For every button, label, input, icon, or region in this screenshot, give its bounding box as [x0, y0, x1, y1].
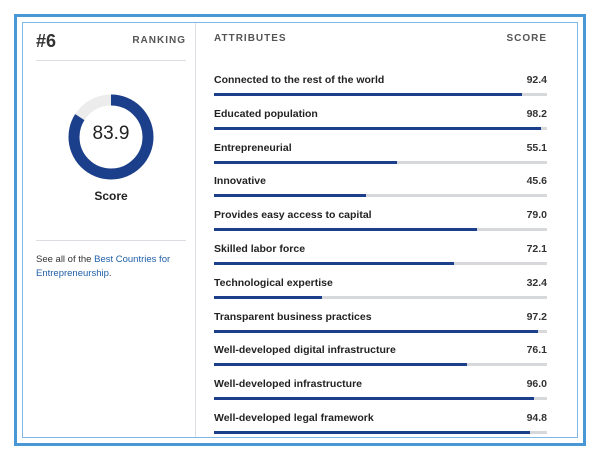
attribute-score: 55.1 — [526, 141, 547, 154]
attribute-name: Skilled labor force — [214, 243, 306, 255]
attribute-name: Innovative — [214, 175, 266, 188]
score-bar-track — [214, 329, 547, 333]
attribute-name: Connected to the rest of the world — [214, 74, 385, 86]
score-value: 83.9 — [92, 123, 130, 144]
rank-number: #6 — [36, 31, 57, 51]
attributes-panel: ATTRIBUTES SCORE Connected to the rest o… — [197, 23, 577, 437]
attribute-name: Well-developed infrastructure — [214, 378, 363, 391]
attribute-row: Well-developed infrastructure 96.0 — [214, 378, 547, 408]
score-donut-chart — [68, 94, 154, 180]
summary-panel: #6 RANKING 83.9 Score See all of the Bes… — [26, 23, 196, 437]
see-all-prefix: See all of the — [36, 254, 95, 265]
score-bar-track — [214, 228, 547, 232]
attribute-score: 97.2 — [526, 310, 547, 323]
attribute-score: 98.2 — [526, 107, 547, 120]
rank-row: #6 RANKING — [36, 31, 186, 61]
attributes-header: ATTRIBUTES — [214, 33, 287, 44]
score-bar-track — [214, 431, 547, 434]
attribute-score: 79.0 — [526, 209, 547, 222]
divider — [36, 240, 186, 241]
score-bar-fill — [214, 126, 541, 130]
attribute-row: Well-developed legal framework 94.8 — [214, 412, 547, 442]
score-bar-track — [214, 93, 547, 96]
attribute-name: Well-developed legal framework — [214, 412, 374, 424]
attribute-name: Educated population — [214, 107, 318, 120]
score-bar-track — [214, 262, 547, 265]
score-bar-fill — [214, 262, 455, 265]
score-bar-fill — [214, 160, 398, 164]
attribute-name: Entrepreneurial — [214, 141, 292, 154]
attribute-score: 32.4 — [526, 276, 547, 289]
score-bar-fill — [214, 228, 478, 232]
attribute-score: 45.6 — [526, 175, 547, 188]
attribute-row: Educated population 98.2 — [214, 108, 547, 138]
attribute-row: Skilled labor force 72.1 — [214, 243, 547, 273]
see-all-text: See all of the Best Countries for Entrep… — [36, 253, 191, 281]
rank-label: RANKING — [132, 35, 186, 46]
score-bar-track — [214, 194, 547, 198]
score-header: SCORE — [506, 33, 547, 44]
score-bar-fill — [214, 431, 530, 434]
score-bar-track — [214, 160, 547, 164]
score-bar-fill — [214, 397, 534, 401]
attribute-name: Technological expertise — [214, 276, 333, 289]
attribute-row: Entrepreneurial 55.1 — [214, 142, 547, 172]
score-bar-fill — [214, 329, 538, 333]
attribute-row: Provides easy access to capital 79.0 — [214, 209, 547, 239]
score-bar-fill — [214, 93, 522, 96]
attribute-row: Technological expertise 32.4 — [214, 277, 547, 307]
score-bar-fill — [214, 194, 366, 198]
attribute-score: 96.0 — [526, 378, 547, 391]
score-bar-track — [214, 397, 547, 401]
attribute-row: Transparent business practices 97.2 — [214, 311, 547, 341]
attribute-name: Provides easy access to capital — [214, 209, 372, 222]
see-all-suffix: . — [108, 268, 112, 279]
attribute-score: 76.1 — [526, 344, 547, 357]
attribute-row: Connected to the rest of the world 92.4 — [214, 74, 547, 104]
best-countries-link[interactable]: Best Countries for Entrepreneurship — [36, 254, 171, 279]
attribute-score: 92.4 — [526, 74, 547, 86]
attribute-name: Well-developed digital infrastructure — [214, 344, 396, 357]
inner-frame — [22, 22, 578, 438]
donut-fill — [68, 94, 154, 180]
ranking-card: #6 RANKING 83.9 Score See all of the Bes… — [26, 23, 577, 437]
attribute-row: Well-developed digital infrastructure 76.… — [214, 344, 547, 374]
attribute-name: Transparent business practices — [214, 310, 372, 323]
score-bar-track — [214, 126, 547, 130]
attribute-row: Innovative 45.6 — [214, 175, 547, 205]
score-label: Score — [94, 189, 128, 203]
attribute-score: 94.8 — [526, 412, 547, 424]
score-bar-fill — [214, 363, 468, 367]
score-bar-track — [214, 295, 547, 299]
score-bar-track — [214, 363, 547, 367]
outer-frame — [14, 14, 586, 446]
score-bar-fill — [214, 295, 322, 299]
attribute-score: 72.1 — [526, 243, 547, 255]
